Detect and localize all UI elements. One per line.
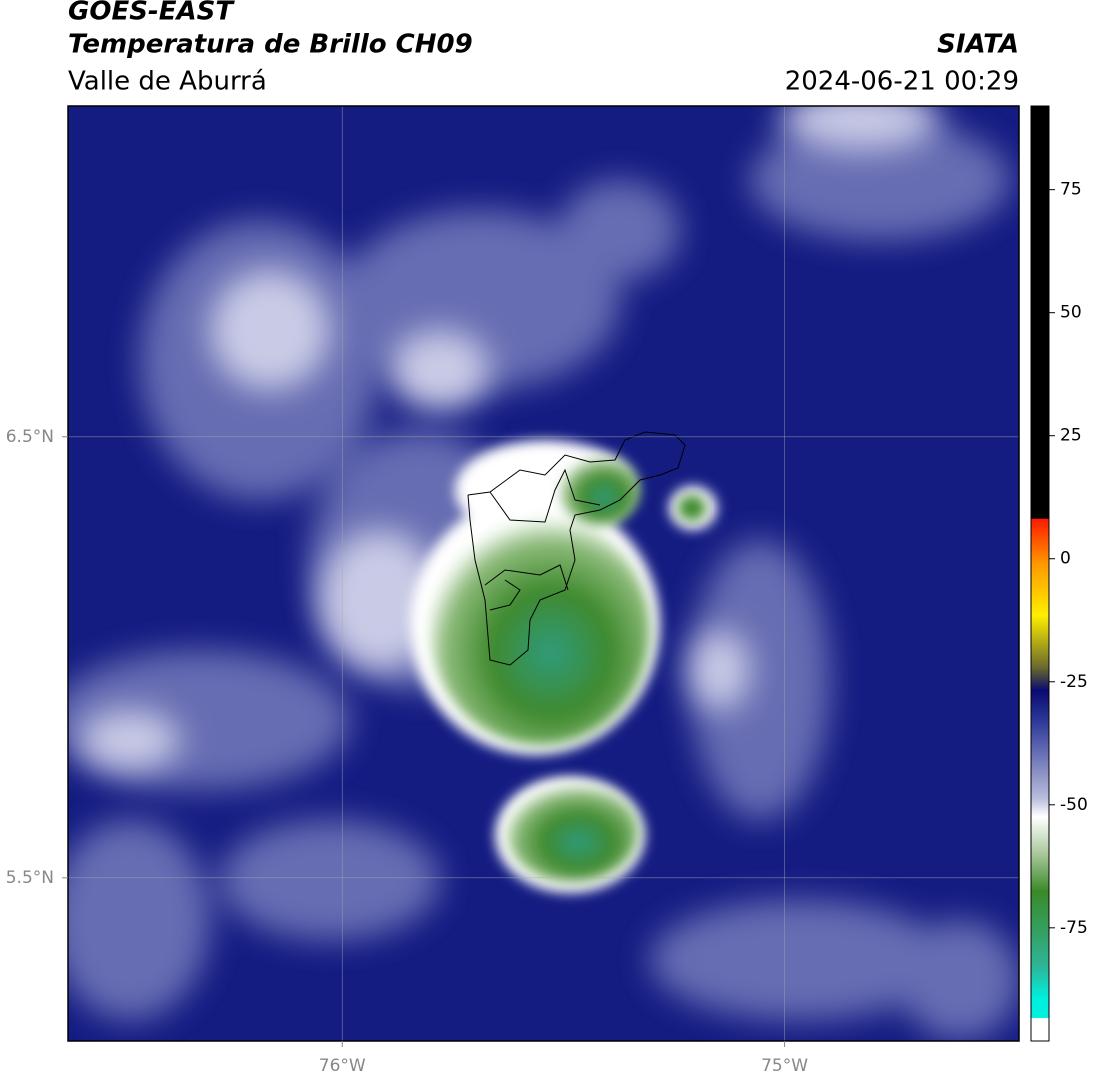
colorbar-label: 25 (1060, 426, 1082, 446)
colorbar-label: -75 (1060, 918, 1088, 938)
lon-label: 76°W (319, 1056, 366, 1076)
title: GOES-EAST (68, 0, 235, 27)
colorbar-label: 75 (1060, 180, 1082, 200)
region: Valle de Aburrá (68, 67, 267, 97)
colorbar-label: 0 (1060, 549, 1071, 569)
satellite-image (68, 106, 1019, 1041)
colorbar-label: -25 (1060, 672, 1088, 692)
subtitle: Temperatura de Brillo CH09 (68, 30, 473, 60)
lon-label: 75°W (761, 1056, 808, 1076)
colorbar-label: -50 (1060, 795, 1088, 815)
colorbar-label: 50 (1060, 303, 1082, 323)
datetime: 2024-06-21 00:29 (785, 67, 1019, 97)
lat-label: 5.5°N (6, 868, 54, 888)
source: SIATA (937, 30, 1019, 60)
colorbar (1030, 105, 1050, 1042)
lat-label: 6.5°N (6, 427, 54, 447)
map-frame (67, 105, 1020, 1042)
